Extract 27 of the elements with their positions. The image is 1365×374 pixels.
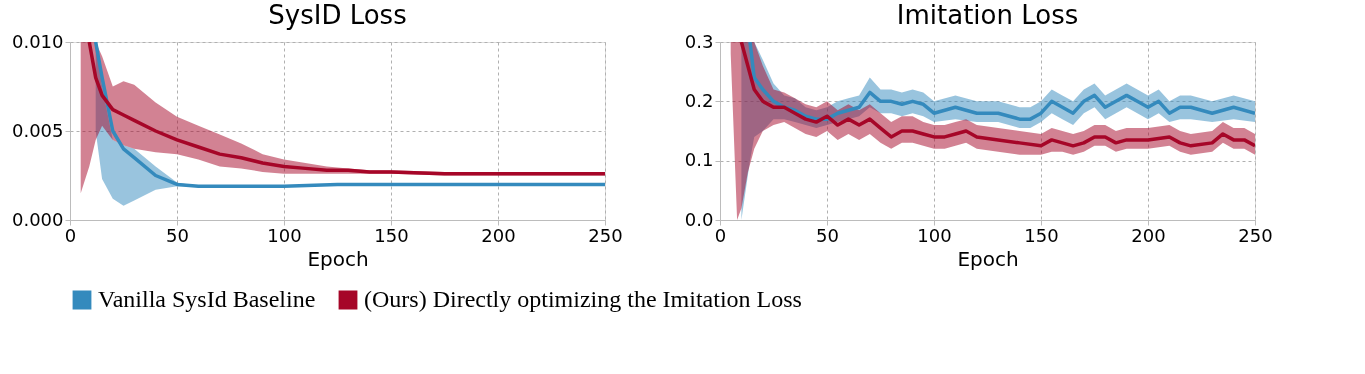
y-tick-label: 0.0	[684, 208, 714, 230]
x-tick-label: 50	[166, 224, 189, 246]
legend-label: Vanilla SysId Baseline	[98, 286, 316, 312]
x-axis-title: Epoch	[307, 246, 369, 271]
line-series	[739, 42, 1255, 148]
x-tick-label: 200	[1131, 224, 1166, 246]
x-tick-label: 150	[374, 224, 409, 246]
y-tick-label: 0.3	[684, 30, 714, 52]
x-axis-title: Epoch	[957, 246, 1019, 271]
line-series	[748, 42, 1255, 121]
x-tick-label: 0	[714, 224, 727, 246]
chart-title: Imitation Loss	[896, 0, 1079, 30]
x-tick-label: 50	[816, 224, 839, 246]
y-tick-label: 0.1	[684, 149, 714, 171]
chart-title: SysID Loss	[268, 0, 407, 30]
x-tick-label: 250	[588, 224, 623, 246]
x-tick-label: 100	[267, 224, 302, 246]
legend-label: (Ours) Directly optimizing the Imitation Loss	[364, 286, 802, 312]
y-tick-label: 0.2	[684, 89, 714, 111]
y-tick-label: 0.000	[11, 208, 64, 230]
x-tick-label: 0	[64, 224, 77, 246]
y-tick-label: 0.010	[11, 30, 64, 52]
x-tick-label: 150	[1024, 224, 1059, 246]
x-tick-label: 250	[1238, 224, 1273, 246]
x-tick-label: 200	[481, 224, 516, 246]
x-tick-label: 100	[917, 224, 952, 246]
y-tick-label: 0.005	[11, 119, 64, 141]
